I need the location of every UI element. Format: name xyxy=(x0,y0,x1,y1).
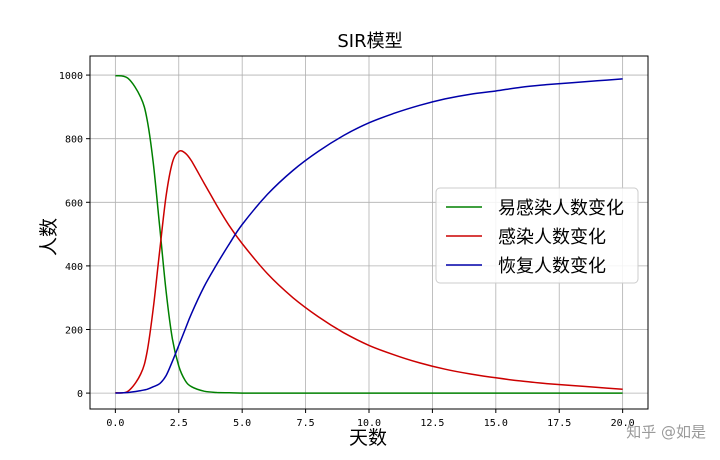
legend-label: 感染人数变化 xyxy=(498,227,606,248)
x-tick-label: 5.0 xyxy=(233,418,251,429)
x-axis-label: 天数 xyxy=(349,427,387,449)
legend-box xyxy=(435,187,639,284)
series-lines xyxy=(115,74,623,394)
x-tick-label: 12.5 xyxy=(420,418,444,429)
y-tick-label: 200 xyxy=(65,325,83,336)
x-tick-label: 10.0 xyxy=(357,418,381,429)
x-tick-label: 15.0 xyxy=(484,418,508,429)
infected-line xyxy=(115,150,623,394)
susceptible-line xyxy=(115,74,623,394)
y-tick-label: 600 xyxy=(65,198,83,209)
y-axis-label: 人数 xyxy=(38,218,60,256)
legend-label: 易感染人数变化 xyxy=(498,198,624,219)
legend-label: 恢复人数变化 xyxy=(498,256,606,277)
recovered-line xyxy=(115,78,623,394)
y-tick-label: 0 xyxy=(77,389,83,400)
x-tick-label: 20.0 xyxy=(611,418,635,429)
axis-ticks: 0.0 2.5 5.0 7.5 10.0 12.5 15.0 17.5 20.0 0 200 400 6… xyxy=(59,71,635,429)
y-tick-label: 800 xyxy=(65,135,83,146)
x-tick-label: 7.5 xyxy=(297,418,315,429)
y-tick-label: 1000 xyxy=(59,71,83,82)
watermark: 知乎 @如是 xyxy=(626,423,706,441)
x-tick-label: 17.5 xyxy=(547,418,571,429)
x-tick-label: 0.0 xyxy=(106,418,124,429)
x-tick-label: 2.5 xyxy=(170,418,188,429)
chart-title: SIR模型 xyxy=(337,31,402,52)
y-tick-label: 400 xyxy=(65,262,83,273)
